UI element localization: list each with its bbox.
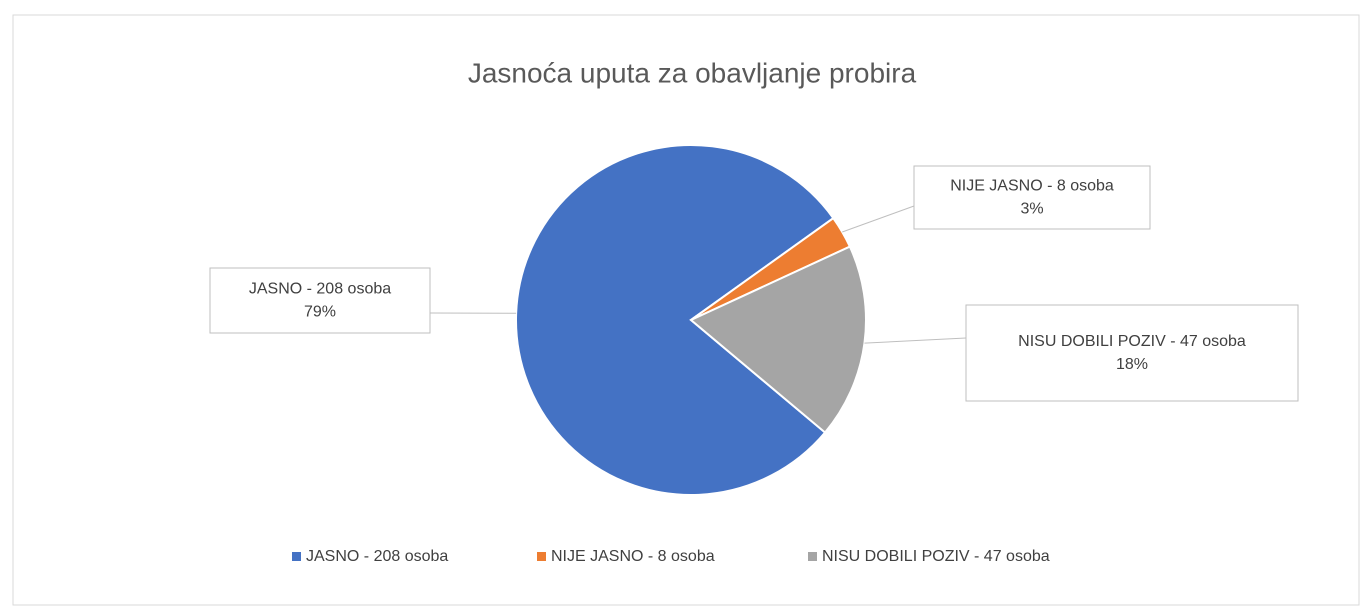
data-label-box bbox=[913, 165, 1151, 230]
data-label-name: NISU DOBILI POZIV - 47 osoba bbox=[1018, 333, 1246, 350]
pie-slice bbox=[515, 144, 835, 496]
legend-marker bbox=[537, 552, 546, 561]
data-label-value: 79% bbox=[304, 304, 336, 321]
legend-marker bbox=[292, 552, 301, 561]
legend-marker bbox=[808, 552, 817, 561]
leader-line bbox=[842, 205, 915, 233]
legend-label: NIJE JASNO - 8 osoba bbox=[551, 548, 715, 565]
data-label-box bbox=[209, 267, 431, 334]
data-label-value: 3% bbox=[1020, 201, 1043, 218]
data-label-name: JASNO - 208 osoba bbox=[249, 281, 391, 298]
data-label-box bbox=[965, 304, 1299, 402]
legend-label: JASNO - 208 osoba bbox=[306, 548, 448, 565]
chart-title: Jasnoća uputa za obavljanje probira bbox=[468, 57, 917, 88]
legend-label: NISU DOBILI POZIV - 47 osoba bbox=[822, 548, 1050, 565]
data-label-name: NIJE JASNO - 8 osoba bbox=[950, 178, 1114, 195]
data-label-value: 18% bbox=[1116, 356, 1148, 373]
leader-line bbox=[864, 337, 967, 344]
